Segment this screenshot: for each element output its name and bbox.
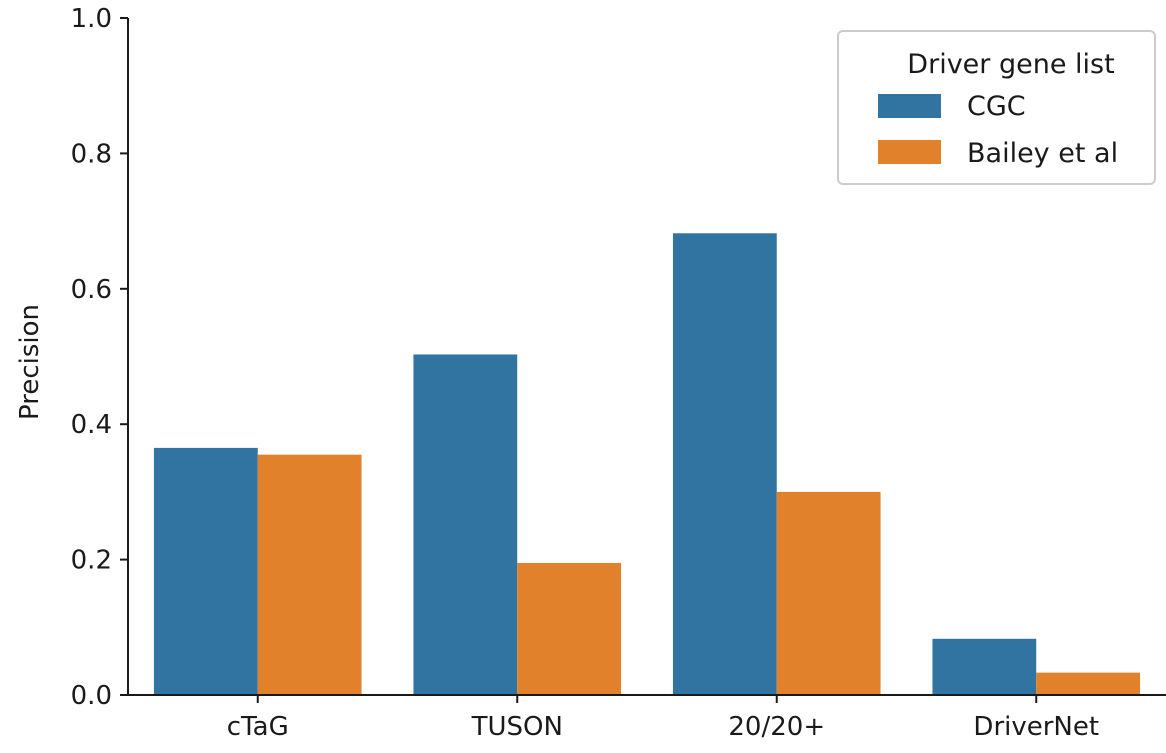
x-tick-label: 20/20+ <box>728 712 825 742</box>
x-tick-label: TUSON <box>471 712 563 742</box>
bar-bailey-et-al-20-20- <box>776 491 881 695</box>
y-axis-title: Precision <box>15 304 45 420</box>
y-tick-label: 0.6 <box>71 275 112 305</box>
y-tick-label: 0.4 <box>71 410 112 440</box>
y-tick-label: 1.0 <box>71 4 112 34</box>
bar-bailey-et-al-ctag <box>257 454 362 695</box>
y-ticks: 0.0 0.2 0.4 0.6 0.8 1.0 <box>71 4 128 711</box>
x-tick-label: cTaG <box>227 712 289 742</box>
legend-title: Driver gene list <box>907 49 1114 80</box>
bar-cgc-tuson <box>413 354 518 695</box>
legend-swatch-cgc <box>878 94 941 118</box>
legend-label-bailey: Bailey et al <box>967 138 1118 169</box>
y-tick-label: 0.0 <box>71 681 112 711</box>
bar-bailey-et-al-drivernet <box>1036 672 1141 695</box>
axes-layer <box>127 18 1166 696</box>
legend-swatch-bailey <box>878 140 941 164</box>
legend-label-cgc: CGC <box>967 91 1026 122</box>
y-tick-label: 0.2 <box>71 546 112 576</box>
bar-cgc-ctag <box>153 447 258 695</box>
y-tick-label: 0.8 <box>71 139 112 169</box>
bar-cgc-drivernet <box>932 638 1037 695</box>
bar-bailey-et-al-tuson <box>517 562 622 695</box>
x-ticks: cTaG TUSON 20/20+ DriverNet <box>227 695 1099 742</box>
legend: Driver gene list CGC Bailey et al <box>837 30 1156 185</box>
bars-layer <box>153 233 1141 695</box>
x-tick-label: DriverNet <box>973 712 1099 742</box>
bar-cgc-20-20- <box>672 233 777 695</box>
